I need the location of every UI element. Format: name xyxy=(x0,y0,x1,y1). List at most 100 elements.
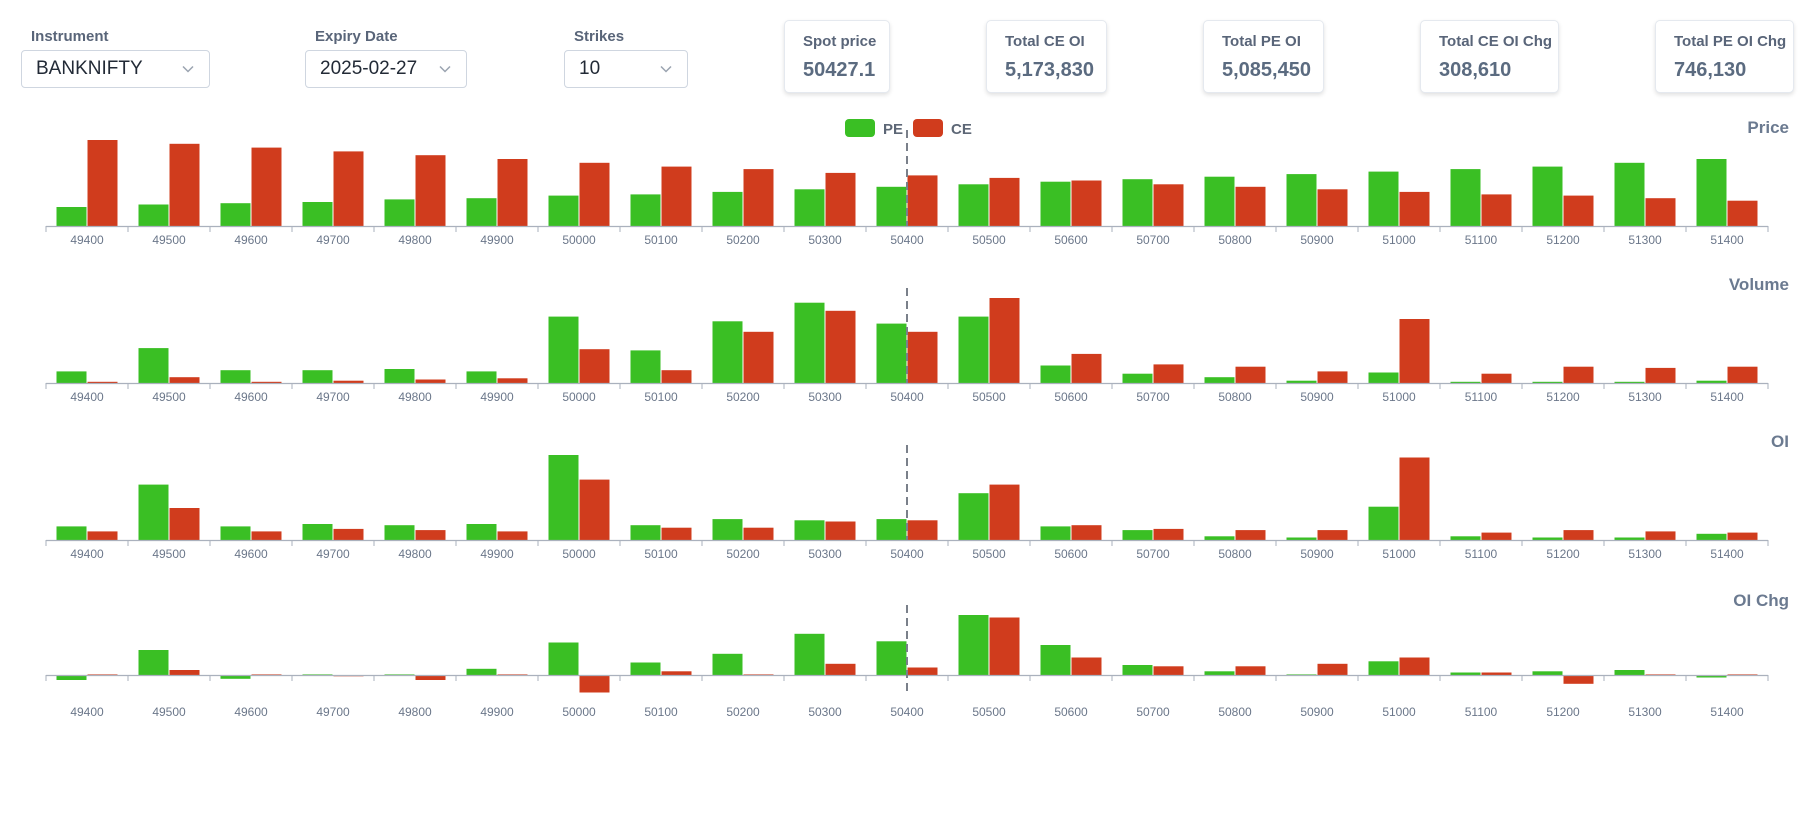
x-tick-label: 50500 xyxy=(972,705,1006,719)
bar-pe-50200 xyxy=(712,653,743,676)
instrument-select[interactable]: BANKNIFTY xyxy=(21,50,210,88)
x-tick-label: 50700 xyxy=(1136,547,1170,561)
bar-pe-50800 xyxy=(1204,671,1235,676)
bar-ce-50400 xyxy=(907,331,938,383)
bar-pe-50200 xyxy=(712,519,743,540)
bar-ce-49900 xyxy=(497,674,528,675)
chart-panel-price: Price 49400 49500 49600 49700 49800 49900 50000… xyxy=(45,118,1789,247)
total-ce-oi-chg-card: Total CE OI Chg 308,610 xyxy=(1420,20,1559,93)
bar-ce-49900 xyxy=(497,159,528,226)
x-tick-label: 50900 xyxy=(1300,233,1334,247)
bar-pe-49500 xyxy=(138,204,169,226)
bar-pe-49500 xyxy=(138,484,169,540)
instrument-label: Instrument xyxy=(31,28,109,45)
strikes-label: Strikes xyxy=(574,28,625,45)
legend-item-pe: PE xyxy=(845,119,903,138)
x-tick-label: 50200 xyxy=(726,547,760,561)
expiry-value: 2025-02-27 xyxy=(320,58,418,79)
legend-label: CE xyxy=(951,121,972,138)
bar-pe-50000 xyxy=(548,455,579,540)
bar-ce-51300 xyxy=(1645,531,1676,540)
x-tick-label: 50300 xyxy=(808,547,842,561)
bar-pe-50400 xyxy=(876,641,907,676)
bar-pe-49900 xyxy=(466,668,497,676)
x-tick-label: 51400 xyxy=(1710,547,1744,561)
chart-panel-volume: Volume 49400 49500 49600 49700 49800 49900 5000… xyxy=(45,275,1789,404)
bar-pe-50900 xyxy=(1286,537,1317,540)
bar-pe-50700 xyxy=(1122,179,1153,226)
legend-label: PE xyxy=(883,121,903,138)
x-tick-label: 50800 xyxy=(1218,705,1252,719)
bar-ce-49600 xyxy=(251,147,282,226)
bar-pe-51000 xyxy=(1368,661,1399,676)
x-tick-label: 49400 xyxy=(70,705,104,719)
bar-pe-51200 xyxy=(1532,537,1563,540)
x-tick-label: 50600 xyxy=(1054,233,1088,247)
bar-ce-51100 xyxy=(1481,373,1512,383)
x-tick-label: 51300 xyxy=(1628,705,1662,719)
bar-pe-50100 xyxy=(630,350,661,383)
x-tick-label: 50600 xyxy=(1054,547,1088,561)
x-tick-label: 50700 xyxy=(1136,390,1170,404)
bar-ce-49800 xyxy=(415,379,446,383)
bar-ce-49600 xyxy=(251,531,282,540)
bar-pe-50800 xyxy=(1204,176,1235,226)
x-tick-label: 50800 xyxy=(1218,390,1252,404)
bar-pe-50500 xyxy=(958,184,989,226)
bar-ce-50600 xyxy=(1071,180,1102,226)
bar-ce-50800 xyxy=(1235,530,1266,540)
bar-pe-50800 xyxy=(1204,377,1235,383)
bar-ce-50500 xyxy=(989,298,1020,383)
x-tick-label: 51200 xyxy=(1546,547,1580,561)
bar-ce-50600 xyxy=(1071,353,1102,383)
chevron-down-icon xyxy=(660,65,672,73)
x-tick-label: 49700 xyxy=(316,233,350,247)
x-tick-label: 51300 xyxy=(1628,233,1662,247)
total-pe-oi-chg-value: 746,130 xyxy=(1674,59,1747,81)
chart-title: Price xyxy=(1747,118,1789,137)
x-tick-label: 50200 xyxy=(726,390,760,404)
bar-ce-49500 xyxy=(169,377,200,383)
bar-pe-50900 xyxy=(1286,674,1317,675)
x-tick-label: 50500 xyxy=(972,233,1006,247)
bar-pe-50300 xyxy=(794,520,825,540)
bar-ce-51000 xyxy=(1399,319,1430,383)
bar-pe-49500 xyxy=(138,348,169,383)
bar-pe-50100 xyxy=(630,662,661,675)
x-tick-label: 49800 xyxy=(398,547,432,561)
bar-pe-49500 xyxy=(138,650,169,675)
bar-ce-51400 xyxy=(1727,366,1758,383)
x-tick-label: 50900 xyxy=(1300,547,1334,561)
x-tick-label: 50700 xyxy=(1136,705,1170,719)
bar-ce-50800 xyxy=(1235,666,1266,676)
legend-swatch xyxy=(913,119,943,137)
bar-ce-51100 xyxy=(1481,672,1512,675)
x-tick-label: 49500 xyxy=(152,233,186,247)
bar-pe-50500 xyxy=(958,493,989,540)
bar-ce-51200 xyxy=(1563,530,1594,540)
bar-ce-49500 xyxy=(169,143,200,226)
x-tick-label: 51100 xyxy=(1465,705,1498,719)
bar-pe-50000 xyxy=(548,316,579,383)
x-tick-label: 51100 xyxy=(1465,390,1498,404)
x-tick-label: 49500 xyxy=(152,547,186,561)
bar-pe-51000 xyxy=(1368,171,1399,226)
x-tick-label: 50500 xyxy=(972,390,1006,404)
bar-ce-49800 xyxy=(415,155,446,226)
spot-price-card: Spot price 50427.1 xyxy=(784,20,890,93)
strikes-select[interactable]: 10 xyxy=(564,50,688,88)
bar-ce-51400 xyxy=(1727,200,1758,226)
x-tick-label: 50400 xyxy=(890,705,924,719)
bar-ce-50400 xyxy=(907,175,938,226)
bar-pe-51100 xyxy=(1450,536,1481,540)
bar-ce-50800 xyxy=(1235,186,1266,226)
bar-pe-50000 xyxy=(548,195,579,226)
x-tick-label: 51200 xyxy=(1546,390,1580,404)
x-tick-label: 49900 xyxy=(480,233,514,247)
bar-ce-51000 xyxy=(1399,457,1430,540)
bar-pe-50700 xyxy=(1122,665,1153,675)
expiry-select[interactable]: 2025-02-27 xyxy=(305,50,467,88)
x-tick-label: 50000 xyxy=(562,233,596,247)
bar-pe-49800 xyxy=(384,369,415,383)
bar-ce-50000 xyxy=(579,675,610,693)
